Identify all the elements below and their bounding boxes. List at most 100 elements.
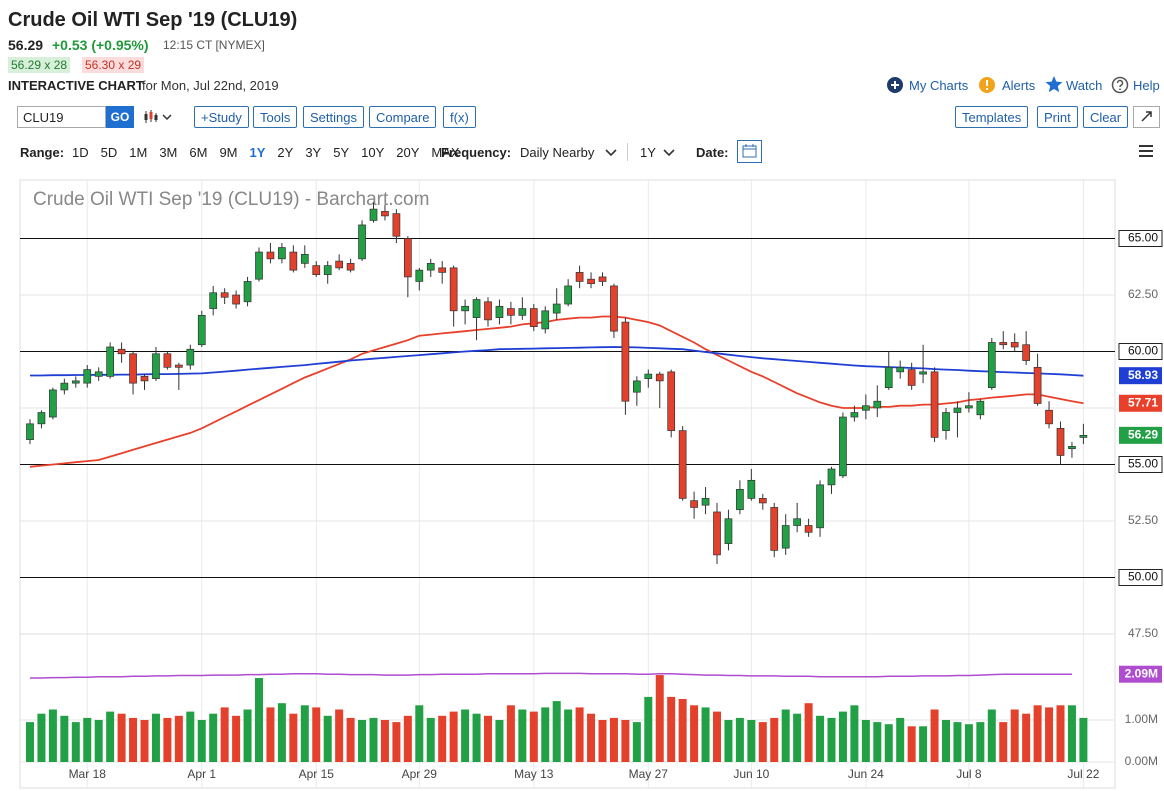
last-price: 56.29 (8, 37, 44, 53)
candle-body (255, 251, 263, 280)
volume-bar (438, 715, 447, 762)
candle-body (507, 308, 515, 316)
volume-bar (621, 720, 630, 762)
candle-body (724, 518, 733, 544)
range-option[interactable]: 9M (219, 145, 238, 160)
link[interactable]: Alerts (1002, 78, 1036, 93)
period-select[interactable]: 1Y (640, 145, 656, 160)
button[interactable]: Print (1037, 106, 1078, 128)
volume-bar (896, 717, 905, 762)
average-badge-bg (1119, 394, 1162, 412)
range-option[interactable]: 6M (189, 145, 208, 160)
range-option[interactable]: 2Y (277, 145, 294, 160)
candle-body (461, 305, 469, 312)
volume-bar (232, 715, 241, 762)
candle-body (816, 484, 824, 529)
volume-bar (1022, 713, 1031, 762)
link[interactable]: My Charts (909, 78, 969, 93)
range-option[interactable]: 5D (100, 145, 118, 160)
go-button[interactable]: GO (106, 106, 134, 128)
tick-box (1118, 343, 1163, 360)
candle-body (1068, 446, 1076, 450)
expand-button[interactable] (1133, 106, 1160, 128)
volume-bar (655, 675, 664, 762)
candle-body (415, 269, 424, 282)
link[interactable]: Watch (1066, 78, 1103, 93)
candle-body (1033, 366, 1042, 404)
candle-body (426, 263, 435, 271)
button[interactable]: Tools (253, 106, 298, 128)
volume-bar (552, 701, 561, 762)
candle-body (449, 267, 458, 312)
volume-bar (426, 717, 435, 762)
chevron (605, 149, 617, 157)
candle-body (175, 364, 183, 368)
candle-body (736, 489, 744, 511)
range-option[interactable]: 10Y (361, 145, 385, 160)
range-option[interactable]: MAX (431, 145, 460, 160)
y-tick-label: 52.50 (1128, 513, 1158, 527)
button[interactable]: Templates (955, 106, 1029, 128)
frequency-select[interactable]: Daily Nearby (520, 145, 595, 160)
range-option[interactable]: 1Y (249, 145, 266, 160)
chevron (663, 149, 675, 157)
volume-average (30, 672, 1072, 679)
candle-body (770, 507, 779, 551)
candle-body (26, 423, 34, 440)
link[interactable]: Help (1133, 78, 1160, 93)
candle-body (484, 301, 492, 321)
volume-bar (289, 713, 298, 762)
ask: 56.30 x 29 (82, 57, 145, 73)
calendar-button[interactable] (737, 140, 762, 163)
range-option[interactable]: 1M (129, 145, 148, 160)
range-option[interactable]: 1D (72, 145, 89, 160)
candle-body (655, 373, 664, 382)
chart-type-icon[interactable] (143, 108, 175, 126)
symbol-input[interactable]: CLU19 (17, 106, 106, 128)
button[interactable]: Clear (1083, 106, 1129, 128)
volume-bar (369, 717, 378, 762)
volume-bar (781, 709, 790, 762)
candle-body (678, 430, 687, 499)
volume-bar (26, 722, 34, 762)
candle-body (518, 308, 527, 316)
volume-bar (174, 715, 183, 762)
candle-body (186, 348, 195, 366)
candle-body (667, 371, 676, 431)
volume-bar (953, 722, 962, 762)
volume-bar (667, 696, 676, 762)
menu-button[interactable] (1138, 144, 1154, 158)
button[interactable]: f(x) (443, 106, 476, 128)
volume-bar (358, 720, 367, 762)
range-option[interactable]: 5Y (333, 145, 350, 160)
button[interactable]: +Study (194, 106, 249, 128)
volume-bar (713, 711, 721, 762)
range-option[interactable]: 3M (159, 145, 178, 160)
range-option[interactable]: 20Y (396, 145, 420, 160)
volume-average-badge-bg (1119, 665, 1162, 683)
range-option[interactable]: 3Y (305, 145, 322, 160)
x-tick-label: Jun 24 (848, 767, 884, 781)
button[interactable]: Settings (303, 106, 364, 128)
volume-bar (1056, 705, 1065, 762)
x-tick-label: Apr 15 (299, 767, 335, 781)
volume-bar (964, 724, 973, 762)
candle-body (953, 407, 962, 413)
volume-bar (1045, 707, 1054, 762)
alerts-icon (979, 77, 995, 93)
volume-bar (300, 705, 309, 762)
quote-time: 12:15 CT [NYMEX] (163, 38, 265, 52)
candle-body (610, 285, 618, 332)
frequency-label: Frequency: (441, 145, 512, 160)
candle-body (312, 265, 321, 276)
button[interactable]: Compare (369, 106, 437, 128)
volume-bar (861, 720, 870, 762)
candle-body (781, 525, 790, 549)
candle-body (163, 353, 172, 368)
average-badge-bg (1119, 367, 1162, 385)
candle-body (644, 373, 653, 379)
candle-body (701, 498, 710, 506)
candle-body (129, 353, 137, 384)
candle-body (965, 405, 973, 409)
candle-body (976, 400, 985, 416)
